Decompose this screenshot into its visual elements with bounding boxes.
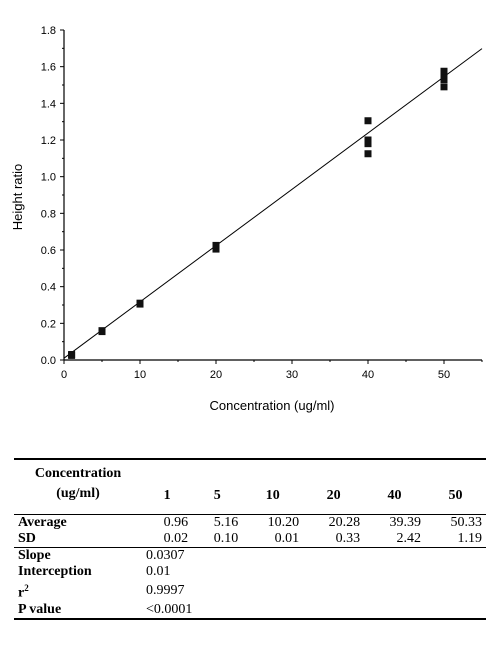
average-row: Average 0.96 5.16 10.20 20.28 39.39 50.3… xyxy=(14,514,486,531)
y-tick-label: 0.4 xyxy=(41,282,56,294)
slope-value: 0.0307 xyxy=(142,547,486,564)
regression-line xyxy=(63,48,483,359)
x-axis-label: Concentration (ug/ml) xyxy=(210,398,335,413)
r-squared-row: r2 0.9997 xyxy=(14,580,486,602)
data-point xyxy=(440,83,448,91)
average-cell: 0.96 xyxy=(142,514,193,531)
average-cell: 50.33 xyxy=(425,514,486,531)
sd-label: SD xyxy=(18,531,36,546)
sd-row: SD 0.02 0.10 0.01 0.33 2.42 1.19 xyxy=(14,531,486,548)
statistics-table: Concentration (ug/ml) 1 5 10 20 40 50 Av… xyxy=(14,458,486,620)
r-squared-exponent: 2 xyxy=(24,583,29,593)
sd-cell: 0.10 xyxy=(213,531,239,546)
data-point xyxy=(364,117,372,125)
x-tick-label: 40 xyxy=(362,369,374,381)
data-point xyxy=(212,245,220,253)
conc-header-cell: 5 xyxy=(213,488,221,503)
p-value-value: <0.0001 xyxy=(142,601,486,620)
conc-header-cell: 20 xyxy=(326,488,341,503)
average-cell: 39.39 xyxy=(364,514,426,531)
plot-area: 0.0 0.2 0.4 0.6 0.8 1.0 1.2 1.4 1.6 1.8 0 10 20 30 40 5… xyxy=(41,25,483,381)
y-tick-label: 1.8 xyxy=(41,25,56,37)
r-label: r xyxy=(18,585,25,601)
y-axis-label: Height ratio xyxy=(10,164,25,230)
x-tick-label: 0 xyxy=(61,369,67,381)
interception-value: 0.01 xyxy=(146,564,171,579)
data-point xyxy=(68,351,76,358)
average-cell: 5.16 xyxy=(192,514,243,531)
conc-header-cell: 40 xyxy=(387,488,402,503)
concentration-header: Concentration (ug/ml) xyxy=(34,466,122,501)
sd-cell: 0.33 xyxy=(335,531,361,546)
x-tick-label: 30 xyxy=(286,369,298,381)
y-tick-label: 1.4 xyxy=(41,98,56,110)
sd-cell: 0.02 xyxy=(163,531,189,546)
data-point xyxy=(364,140,372,148)
data-point xyxy=(364,136,372,144)
average-cell: 20.28 xyxy=(303,514,365,531)
y-tick-label: 1.0 xyxy=(41,172,56,184)
average-label: Average xyxy=(14,514,142,531)
data-point xyxy=(440,76,448,83)
y-tick-label: 0.8 xyxy=(41,208,56,220)
interception-row: Interception 0.01 xyxy=(14,564,486,580)
slope-row: Slope 0.0307 xyxy=(14,547,486,564)
conc-header-cell: 1 xyxy=(163,488,171,503)
y-tick-label: 0.0 xyxy=(41,355,56,367)
data-point xyxy=(440,67,448,75)
y-tick-label: 0.6 xyxy=(41,245,56,257)
conc-header-cell: 50 xyxy=(448,488,463,503)
sd-cell: 1.19 xyxy=(457,531,483,546)
average-cell: 10.20 xyxy=(242,514,304,531)
y-tick-label: 1.2 xyxy=(41,135,56,147)
data-point xyxy=(440,71,448,79)
x-tick-label: 20 xyxy=(210,369,222,381)
x-tick-label: 50 xyxy=(438,369,450,381)
slope-label: Slope xyxy=(14,547,142,564)
data-point xyxy=(364,150,372,158)
data-point xyxy=(98,327,106,335)
p-value-row: P value <0.0001 xyxy=(14,601,486,620)
data-point xyxy=(136,299,144,307)
x-tick-label: 10 xyxy=(134,369,146,381)
sd-cell: 2.42 xyxy=(396,531,422,546)
calibration-chart: 0.0 0.2 0.4 0.6 0.8 1.0 1.2 1.4 1.6 1.8 0 10 20 30 40 5… xyxy=(10,25,483,413)
data-point xyxy=(212,241,220,249)
r-squared-value: 0.9997 xyxy=(146,582,185,598)
y-tick-label: 0.2 xyxy=(41,318,56,330)
interception-label: Interception xyxy=(18,564,92,579)
p-value-label: P value xyxy=(14,601,142,620)
y-tick-label: 1.6 xyxy=(41,62,56,74)
sd-cell: 0.01 xyxy=(274,531,300,546)
table-header-row: Concentration (ug/ml) 1 5 10 20 40 50 xyxy=(14,460,486,515)
r-squared-label: r2 xyxy=(14,580,142,602)
conc-header-cell: 10 xyxy=(265,488,280,503)
